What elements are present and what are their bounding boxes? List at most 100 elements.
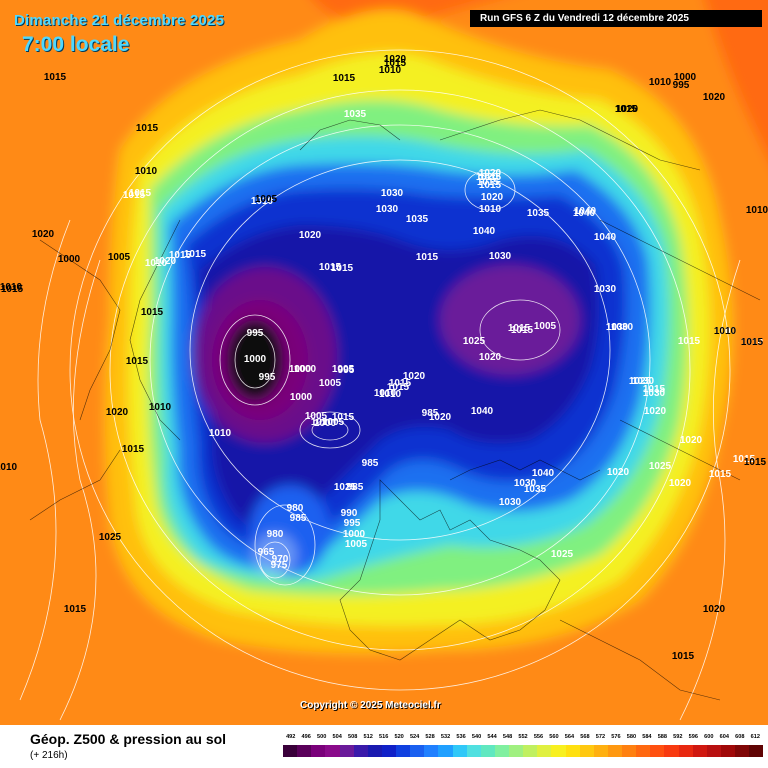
- pressure-label: 1025: [649, 461, 672, 472]
- pressure-label: 1020: [607, 467, 630, 478]
- pressure-label: 1035: [344, 109, 367, 120]
- pressure-label: 1020: [644, 406, 667, 417]
- scale-label: 572: [595, 734, 606, 740]
- scale-swatch: [424, 745, 439, 757]
- pressure-label: 1020: [479, 352, 502, 363]
- scale-label: 588: [657, 734, 668, 740]
- pressure-label: 1020: [476, 172, 499, 183]
- scale-swatch: [551, 745, 566, 757]
- scale-swatch: [706, 745, 721, 757]
- pressure-label: 1015: [733, 454, 756, 465]
- pressure-label: 1010: [379, 65, 402, 76]
- pressure-label: 1015: [511, 325, 534, 336]
- forecast-date: Dimanche 21 décembre 2025: [14, 12, 225, 29]
- scale-swatch: [537, 745, 552, 757]
- pressure-label: 1025: [463, 336, 486, 347]
- pressure-label: 1005: [345, 539, 368, 550]
- pressure-label: 1015: [709, 469, 732, 480]
- scale-label: 604: [719, 734, 729, 740]
- pressure-label: 1015: [1, 284, 24, 295]
- map-title: Géop. Z500 & pression au sol: [30, 731, 227, 747]
- scale-label: 512: [363, 734, 373, 740]
- run-info-text: Run GFS 6 Z du Vendredi 12 décembre 2025: [480, 13, 689, 24]
- scale-label: 536: [456, 734, 466, 740]
- pressure-label: 985: [362, 458, 379, 469]
- pressure-label: 1030: [499, 497, 522, 508]
- pressure-label: 1015: [333, 73, 356, 84]
- scale-labels: 492 496 500 504 508 512 516 520 524 528 532 536 540 5…: [283, 734, 763, 744]
- pressure-label: 1010: [479, 204, 502, 215]
- pressure-label: 995: [673, 80, 690, 91]
- scale-label: 540: [471, 734, 482, 740]
- pressure-label: 1015: [332, 412, 355, 423]
- pressure-label: 1010: [714, 326, 737, 337]
- scale-swatch: [283, 745, 298, 757]
- pressure-label: 1020: [703, 92, 726, 103]
- scale-label: 528: [425, 734, 435, 740]
- pressure-label: 985: [290, 513, 307, 524]
- scale-swatch: [636, 745, 651, 757]
- scale-swatch: [410, 745, 425, 757]
- pressure-label: 1015: [319, 262, 342, 273]
- pressure-label: 1020: [429, 412, 452, 423]
- pressure-label: 1020: [403, 371, 426, 382]
- pressure-label: 980: [287, 503, 304, 514]
- scale-label: 556: [533, 734, 544, 740]
- scale-swatch: [593, 745, 608, 757]
- copyright: Copyright © 2025 Meteociel.fr: [300, 700, 441, 711]
- pressure-label: 1015: [331, 263, 354, 274]
- pressure-label: 1025: [99, 532, 122, 543]
- pressure-label: 1015: [126, 356, 149, 367]
- scale-label: 516: [378, 734, 389, 740]
- pressure-label: 1005: [322, 417, 345, 428]
- pressure-label: 1030: [376, 204, 399, 215]
- scale-label: 544: [487, 734, 497, 740]
- scale-label: 596: [688, 734, 698, 740]
- pressure-label: 1040: [471, 406, 494, 417]
- pressure-label: 1000: [294, 364, 317, 375]
- footer: Géop. Z500 & pression au sol (+ 216h) 49…: [0, 725, 768, 768]
- pressure-label: 1000: [674, 72, 697, 83]
- scale-swatch: [466, 745, 481, 757]
- pressure-label: 1015: [384, 58, 407, 69]
- scale-swatch: [438, 745, 453, 757]
- pressure-label: 1015: [479, 180, 502, 191]
- pressure-label: 1040: [473, 226, 496, 237]
- pressure-label: 1015: [479, 172, 502, 183]
- map-subtitle: (+ 216h): [30, 750, 68, 761]
- pressure-label: 1000: [290, 392, 313, 403]
- pressure-label: 1040: [573, 208, 596, 219]
- pressure-label: 1015: [744, 457, 767, 468]
- scale-label: 612: [750, 734, 760, 740]
- scale-label: 608: [735, 734, 745, 740]
- pressure-label: 1015: [387, 382, 410, 393]
- scale-swatch: [480, 745, 495, 757]
- pressure-label: 1010: [135, 166, 158, 177]
- pressure-label: 990: [341, 508, 358, 519]
- pressure-label: 1040: [574, 206, 597, 217]
- scale-swatch: [678, 745, 693, 757]
- scale-swatch: [494, 745, 509, 757]
- pressure-label: 985: [422, 408, 439, 419]
- scale-label: 580: [626, 734, 637, 740]
- pressure-label: 1020: [311, 417, 334, 428]
- forecast-time: 7:00 locale: [22, 33, 130, 56]
- pressure-label: 965: [258, 547, 275, 558]
- scale-label: 548: [502, 734, 513, 740]
- pressure-label: 995: [247, 328, 264, 339]
- scale-swatch: [381, 745, 396, 757]
- pressure-label: 1015: [129, 188, 152, 199]
- pressure-label: 985: [347, 482, 364, 493]
- pressure-label: 995: [338, 365, 355, 376]
- pressure-label: 1000: [314, 418, 337, 429]
- pressure-label: 1025: [334, 482, 357, 493]
- scale-label: 568: [580, 734, 590, 740]
- color-scale: [283, 745, 764, 757]
- scale-label: 564: [564, 734, 575, 740]
- scale-swatch: [297, 745, 312, 757]
- pressure-label: 1015: [678, 336, 701, 347]
- pressure-label: 1000: [343, 529, 366, 540]
- pressure-label: 1010: [149, 402, 172, 413]
- pressure-label: 1035: [406, 214, 429, 225]
